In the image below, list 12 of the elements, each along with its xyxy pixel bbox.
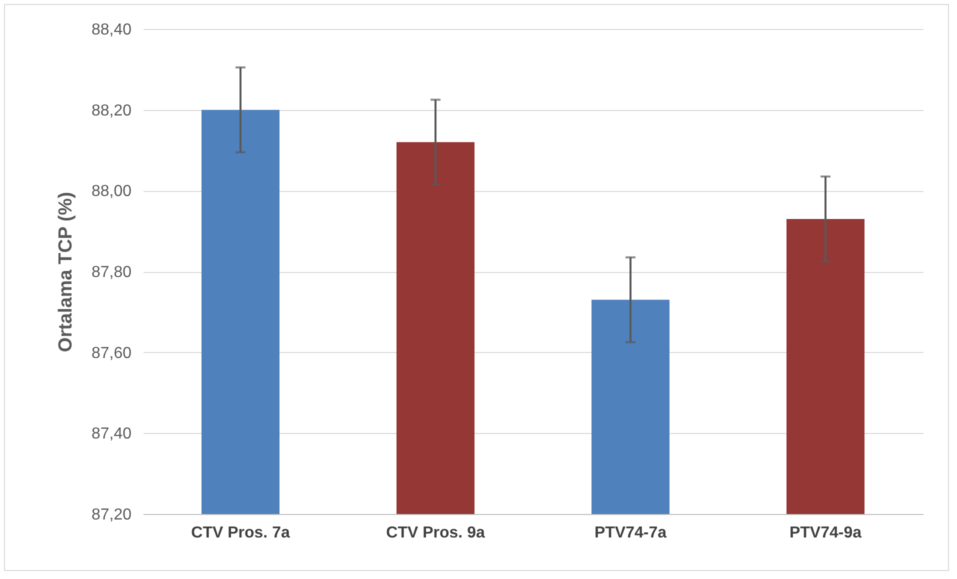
y-tick-label: 88,20 (91, 102, 132, 120)
x-tick-label: CTV Pros. 9a (386, 524, 485, 542)
y-tick-label: 87,80 (91, 264, 132, 281)
x-tick-label: CTV Pros. 7a (191, 524, 290, 542)
x-tick-label: PTV74-9a (789, 524, 862, 542)
y-tick-label: 87,40 (91, 426, 132, 443)
x-tick-label: PTV74-7a (594, 524, 667, 542)
y-axis-title: Ortalama TCP (%) (55, 192, 76, 352)
y-tick-label: 88,00 (91, 183, 132, 200)
y-tick-label: 87,60 (91, 344, 132, 362)
y-tick-label: 88,40 (91, 22, 132, 38)
y-tick-label: 87,20 (91, 506, 132, 524)
